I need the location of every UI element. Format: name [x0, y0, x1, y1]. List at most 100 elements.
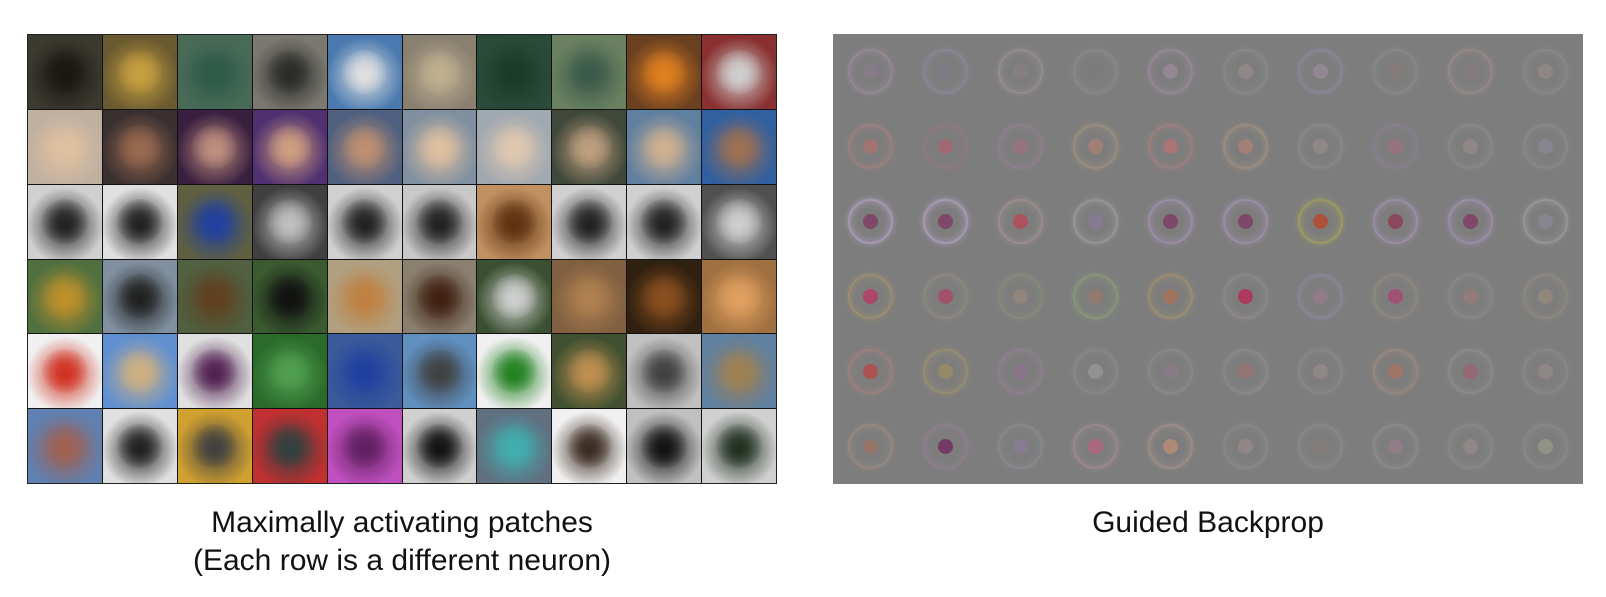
- patch-subject-teapot: [640, 423, 688, 469]
- backprop-outline: [1373, 124, 1418, 169]
- backprop-r4-c1: [833, 259, 908, 334]
- backprop-r4-c3: [983, 259, 1058, 334]
- backprop-core: [938, 289, 953, 304]
- backprop-outline: [848, 199, 893, 244]
- backprop-core: [1088, 289, 1103, 304]
- maximally-activating-patches-grid: [27, 34, 777, 484]
- patch-subject-lens: [116, 199, 164, 244]
- patch-r4-c2: [102, 259, 177, 334]
- backprop-core: [863, 439, 878, 454]
- backprop-core: [1013, 364, 1028, 379]
- backprop-outline: [1148, 424, 1193, 469]
- backprop-core: [1238, 364, 1253, 379]
- backprop-core: [1463, 64, 1478, 79]
- backprop-core: [1463, 214, 1478, 229]
- backprop-r4-c8: [1358, 259, 1433, 334]
- patch-subject-dog-nose: [116, 423, 164, 469]
- backprop-core: [1313, 64, 1328, 79]
- patch-subject-face: [116, 124, 164, 169]
- patch-r1-c9: [627, 35, 702, 109]
- patch-r5-c10: [702, 334, 776, 409]
- patch-subject-dog: [41, 49, 89, 95]
- backprop-outline: [998, 424, 1043, 469]
- guided-backprop-caption: Guided Backprop: [833, 504, 1583, 542]
- backprop-r2-c10: [1508, 109, 1583, 184]
- backprop-outline: [848, 349, 893, 394]
- patch-r4-c1: [28, 259, 102, 334]
- patches-caption-line2: (Each row is a different neuron): [193, 544, 611, 577]
- backprop-outline: [848, 124, 893, 169]
- backprop-core: [938, 364, 953, 379]
- backprop-core: [1313, 289, 1328, 304]
- backprop-r2-c4: [1058, 109, 1133, 184]
- patch-r2-c1: [28, 109, 102, 184]
- patches-caption: Maximally activating patches (Each row i…: [27, 504, 777, 580]
- patch-r6-c6: [402, 409, 477, 483]
- patch-subject-car: [490, 49, 538, 95]
- backprop-core: [1163, 64, 1178, 79]
- backprop-r6-c7: [1283, 409, 1358, 484]
- patch-r5-c5: [327, 334, 402, 409]
- backprop-r3-c3: [983, 184, 1058, 259]
- patch-r1-c1: [28, 35, 102, 109]
- patch-r2-c4: [252, 109, 327, 184]
- backprop-outline: [998, 199, 1043, 244]
- backprop-r5-c3: [983, 334, 1058, 409]
- backprop-core: [1013, 64, 1028, 79]
- patch-subject-mouse: [191, 423, 239, 469]
- backprop-outline: [1373, 199, 1418, 244]
- backprop-core: [1163, 289, 1178, 304]
- patch-r5-c2: [102, 334, 177, 409]
- backprop-core: [1088, 139, 1103, 154]
- backprop-r1-c10: [1508, 34, 1583, 109]
- backprop-outline: [1298, 124, 1343, 169]
- patch-subject-lens: [715, 199, 763, 244]
- patch-r4-c10: [702, 259, 776, 334]
- patch-r2-c9: [627, 109, 702, 184]
- patch-r2-c7: [477, 109, 552, 184]
- backprop-outline: [1223, 274, 1268, 319]
- patch-r4-c6: [402, 259, 477, 334]
- patch-subject-dog: [191, 274, 239, 319]
- backprop-r1-c2: [908, 34, 983, 109]
- backprop-r4-c6: [1208, 259, 1283, 334]
- backprop-r5-c8: [1358, 334, 1433, 409]
- backprop-core: [1238, 139, 1253, 154]
- patch-subject-obelisk: [116, 349, 164, 394]
- patch-subject-dog: [415, 274, 464, 319]
- patch-r3-c7: [477, 184, 552, 259]
- patch-subject-flower: [340, 423, 389, 469]
- backprop-outline: [1373, 49, 1418, 94]
- patch-subject-teapot: [565, 423, 613, 469]
- backprop-r3-c9: [1433, 184, 1508, 259]
- patch-subject-face: [340, 124, 389, 169]
- backprop-core: [1088, 214, 1103, 229]
- backprop-core: [1388, 289, 1403, 304]
- patch-subject-dog: [41, 274, 89, 319]
- backprop-r3-c5: [1133, 184, 1208, 259]
- patch-r6-c9: [627, 409, 702, 483]
- backprop-core: [938, 439, 953, 454]
- patch-r6-c10: [702, 409, 776, 483]
- patch-subject-basket: [565, 349, 613, 394]
- backprop-core: [1388, 139, 1403, 154]
- backprop-outline: [998, 349, 1043, 394]
- patch-r2-c3: [177, 109, 252, 184]
- backprop-core: [1238, 214, 1253, 229]
- patch-r5-c6: [402, 334, 477, 409]
- backprop-r1-c6: [1208, 34, 1283, 109]
- backprop-core: [1538, 439, 1553, 454]
- backprop-outline: [1148, 124, 1193, 169]
- patch-subject-person: [41, 423, 89, 469]
- backprop-r2-c3: [983, 109, 1058, 184]
- patch-subject-tower: [640, 349, 688, 394]
- backprop-core: [1238, 64, 1253, 79]
- backprop-r4-c9: [1433, 259, 1508, 334]
- patch-r3-c1: [28, 184, 102, 259]
- patch-r2-c10: [702, 109, 776, 184]
- patch-r6-c4: [252, 409, 327, 483]
- backprop-core: [1238, 289, 1253, 304]
- patch-subject-dog: [116, 274, 164, 319]
- backprop-core: [1463, 364, 1478, 379]
- patch-subject-face: [715, 124, 763, 169]
